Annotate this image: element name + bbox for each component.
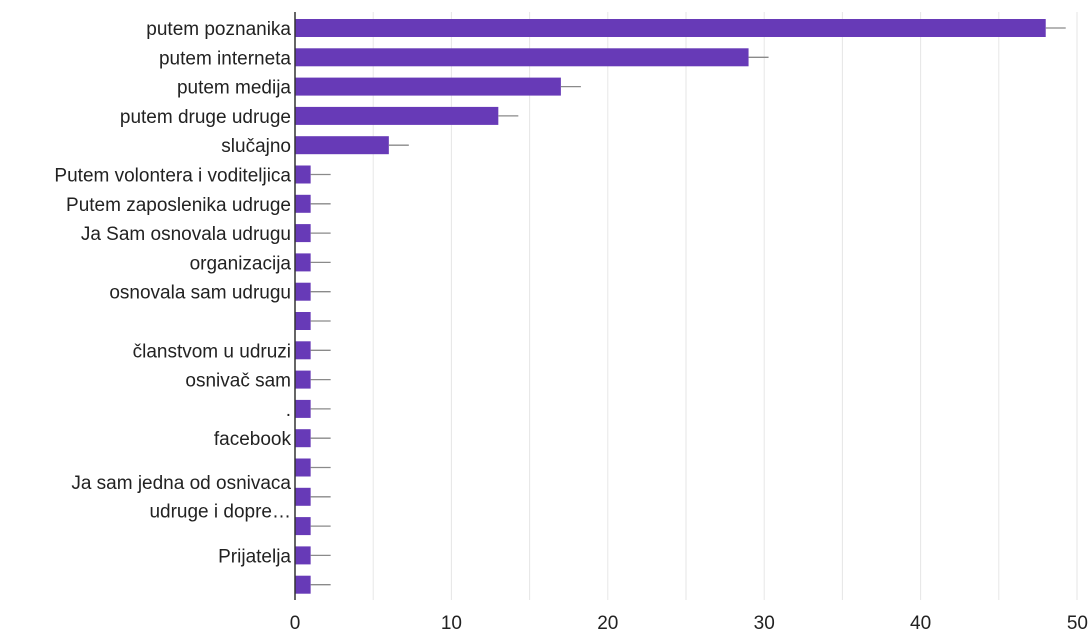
bar [295, 546, 311, 565]
x-tick-label: 0 [290, 613, 301, 634]
category-label: Ja Sam osnovala udrugu [81, 224, 291, 245]
category-label: Ja sam jedna od osnivaca [71, 473, 291, 494]
category-label: osnovala sam udrugu [109, 283, 291, 304]
bar [295, 194, 311, 213]
x-tick-label: 50 [1067, 613, 1088, 634]
category-label: Putem volontera i voditeljica [54, 166, 291, 187]
category-label: udruge i dopre… [149, 501, 291, 522]
category-label: članstvom u udruzi [133, 341, 291, 362]
bars [295, 19, 1066, 594]
x-tick-label: 20 [597, 613, 618, 634]
category-labels: putem poznanika putem interneta putem medi… [54, 19, 291, 567]
x-tick-label: 10 [441, 613, 462, 634]
category-label: putem medija [177, 78, 291, 99]
bar [295, 575, 311, 594]
x-tick-label: 40 [910, 613, 931, 634]
bar [295, 106, 499, 125]
bar [295, 48, 749, 67]
bar [295, 429, 311, 448]
bar [295, 19, 1046, 37]
category-label: putem poznanika [146, 19, 291, 40]
category-label: slučajno [221, 136, 291, 157]
bar [295, 487, 311, 506]
bar [295, 224, 311, 243]
bar [295, 399, 311, 418]
category-label: facebook [214, 429, 292, 450]
x-axis-ticks: 0 10 20 30 40 50 [290, 613, 1088, 634]
x-tick-label: 30 [754, 613, 775, 634]
bar [295, 341, 311, 360]
bar [295, 370, 311, 389]
category-label: Putem zaposlenika udruge [66, 195, 291, 216]
bar [295, 517, 311, 536]
bar [295, 77, 561, 96]
bar [295, 282, 311, 301]
category-label: . [286, 400, 291, 421]
category-label: osnivač sam [185, 371, 291, 392]
category-label: organizacija [190, 253, 292, 274]
bar [295, 253, 311, 272]
category-label: putem druge udruge [120, 107, 291, 128]
bar [295, 312, 311, 330]
category-label: putem interneta [159, 48, 291, 69]
category-label: Prijatelja [218, 546, 291, 567]
bar [295, 458, 311, 477]
grid-lines [372, 12, 1078, 600]
bar [295, 165, 311, 184]
bar [295, 136, 389, 155]
